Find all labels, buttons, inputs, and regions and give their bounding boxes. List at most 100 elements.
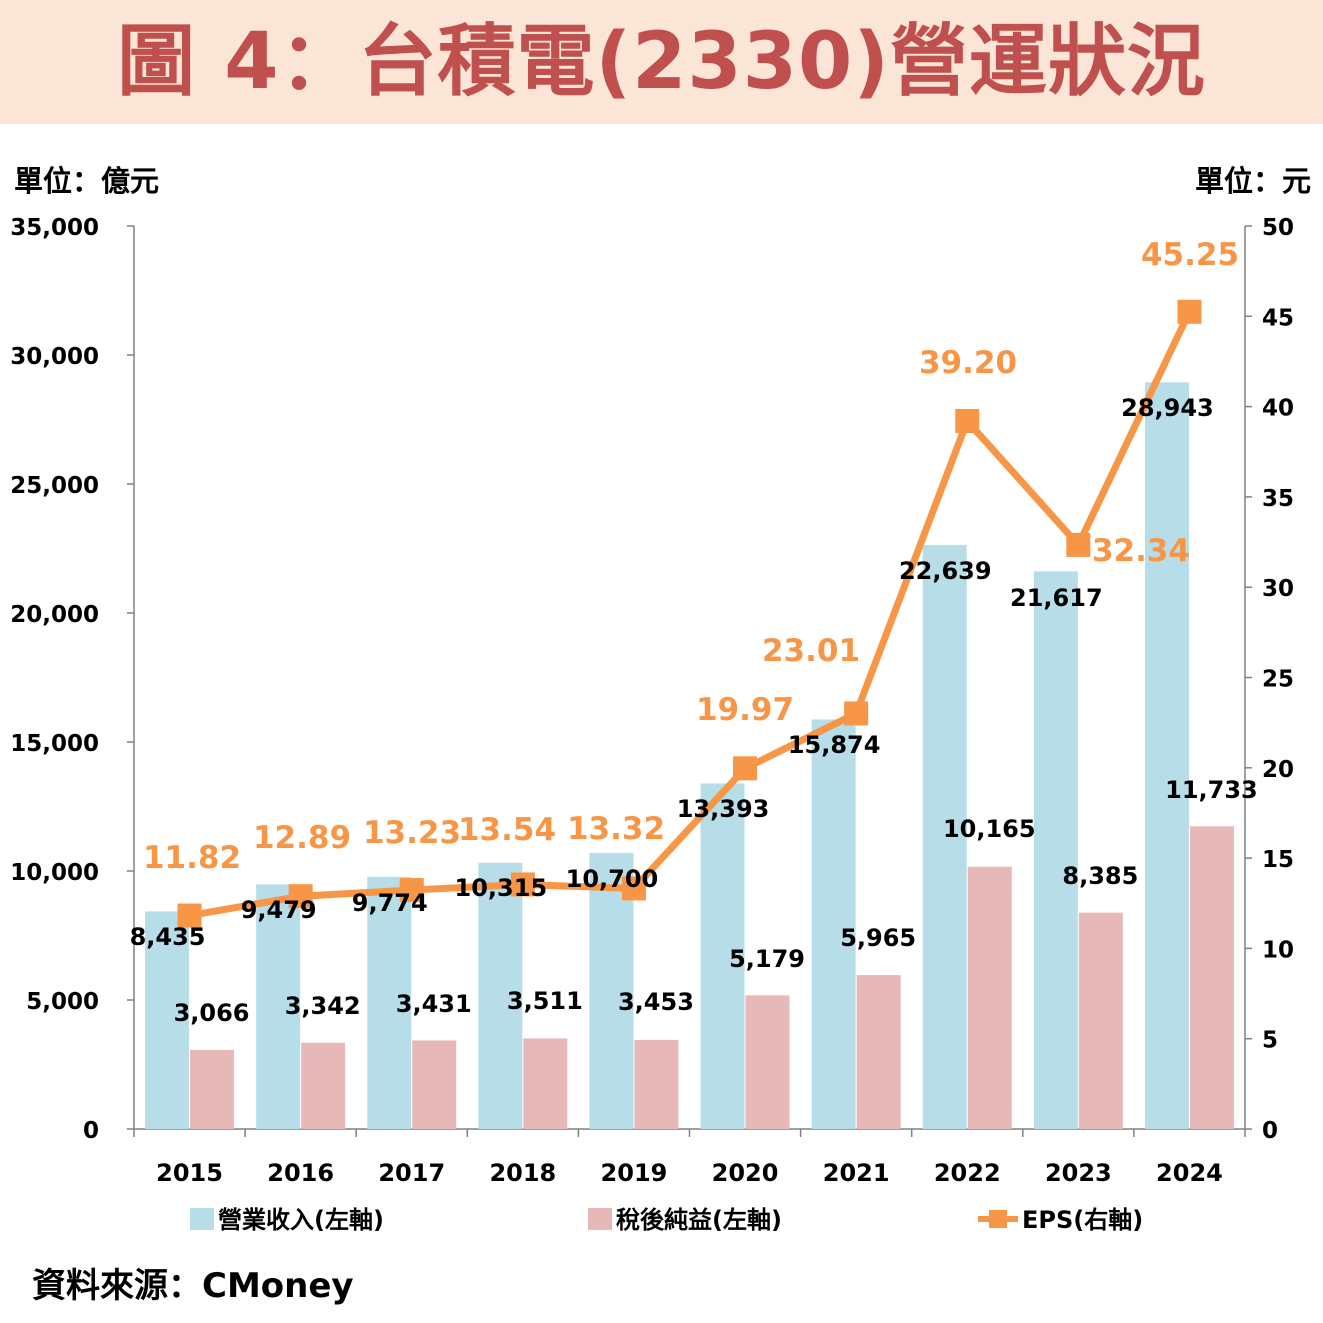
- net-income-data-label: 8,385: [1062, 862, 1138, 890]
- eps-data-label: 13.54: [458, 812, 556, 848]
- revenue-data-label: 8,435: [130, 923, 206, 951]
- x-tick-label: 2018: [489, 1159, 556, 1187]
- eps-marker: [399, 878, 424, 903]
- x-tick-label: 2023: [1045, 1159, 1112, 1187]
- net-income-bar: [856, 975, 901, 1129]
- right-tick-label: 30: [1262, 576, 1294, 602]
- net-income-bar: [523, 1038, 568, 1129]
- x-tick-label: 2015: [156, 1159, 223, 1187]
- left-tick-label: 0: [83, 1118, 99, 1144]
- eps-marker: [844, 701, 869, 726]
- eps-data-label: 23.01: [762, 633, 860, 669]
- right-tick-label: 45: [1262, 305, 1294, 331]
- eps-data-label: 19.97: [696, 692, 794, 728]
- eps-data-label: 45.25: [1141, 237, 1239, 273]
- eps-data-label: 39.20: [919, 345, 1017, 381]
- x-tick-label: 2024: [1156, 1159, 1223, 1187]
- legend-revenue-label: 營業收入(左軸): [218, 1206, 384, 1234]
- chart-svg: 0 5,000 10,000 15,000 20,000 25,000 30,000 35,0…: [10, 215, 1294, 1234]
- revenue-bar: [367, 876, 412, 1129]
- right-tick-label: 5: [1262, 1028, 1278, 1054]
- x-tick-label: 2016: [267, 1159, 334, 1187]
- eps-line: [188, 310, 1193, 919]
- legend-revenue-swatch: [190, 1208, 214, 1230]
- legend-net-income-label: 稅後純益(左軸): [616, 1206, 782, 1234]
- net-income-data-label: 5,965: [840, 924, 916, 952]
- right-tick-label: 20: [1262, 757, 1294, 783]
- right-tick-label: 50: [1262, 215, 1294, 241]
- net-income-data-label: 3,431: [396, 990, 472, 1018]
- x-tick-label: 2021: [823, 1159, 890, 1187]
- net-income-bar: [967, 866, 1012, 1129]
- left-tick-label: 10,000: [10, 860, 99, 886]
- net-income-bar: [301, 1042, 346, 1129]
- eps-data-label: 13.32: [567, 811, 665, 847]
- revenue-data-label: 9,774: [352, 889, 428, 917]
- eps-data-label: 11.82: [143, 840, 241, 876]
- eps-marker: [955, 409, 980, 434]
- eps-marker: [733, 756, 758, 781]
- revenue-bar: [811, 719, 856, 1129]
- right-tick-label: 15: [1262, 847, 1294, 873]
- x-tick-label: 2019: [601, 1159, 668, 1187]
- eps-marker: [177, 903, 202, 928]
- net-income-data-label: 10,165: [943, 815, 1036, 843]
- revenue-bar: [1033, 571, 1078, 1129]
- title-band: [0, 0, 1323, 124]
- eps-marker: [510, 872, 535, 897]
- net-income-bar: [1189, 826, 1234, 1129]
- revenue-data-label: 22,639: [899, 557, 992, 585]
- eps-marker: [288, 884, 313, 909]
- revenue-bar: [922, 544, 967, 1129]
- net-income-data-label: 5,179: [729, 945, 805, 973]
- revenue-data-label: 13,393: [677, 795, 770, 823]
- net-income-bar: [1078, 912, 1123, 1129]
- left-tick-label: 5,000: [26, 989, 99, 1015]
- net-income-bar: [634, 1039, 679, 1129]
- right-axis-unit: 單位：元: [1194, 164, 1311, 198]
- x-tick-label: 2020: [712, 1159, 779, 1187]
- right-tick-label: 40: [1262, 396, 1294, 422]
- net-income-data-label: 3,342: [285, 992, 361, 1020]
- revenue-data-label: 9,479: [241, 896, 317, 924]
- eps-data-label: 32.34: [1092, 533, 1190, 569]
- revenue-bar: [1144, 382, 1189, 1129]
- x-tick-label: 2017: [378, 1159, 445, 1187]
- net-income-bar: [745, 995, 790, 1129]
- legend-net-income-swatch: [588, 1208, 612, 1230]
- legend-eps-label: EPS(右軸): [1022, 1206, 1143, 1234]
- eps-marker: [1177, 299, 1202, 324]
- eps-marker: [621, 876, 646, 901]
- revenue-data-label: 10,315: [455, 874, 548, 902]
- net-income-bar: [412, 1040, 457, 1129]
- revenue-bar: [700, 783, 745, 1129]
- right-tick-label: 0: [1262, 1118, 1278, 1144]
- revenue-bar: [478, 862, 523, 1129]
- left-tick-label: 30,000: [10, 344, 99, 370]
- eps-marker: [1066, 532, 1091, 557]
- data-source: 資料來源：CMoney: [32, 1266, 354, 1306]
- eps-data-label: 12.89: [253, 820, 351, 856]
- left-tick-label: 25,000: [10, 473, 99, 499]
- net-income-data-label: 3,511: [507, 987, 583, 1015]
- left-tick-label: 35,000: [10, 215, 99, 241]
- right-tick-label: 25: [1262, 667, 1294, 693]
- revenue-bar: [145, 911, 190, 1129]
- net-income-data-label: 3,453: [618, 988, 694, 1016]
- right-tick-label: 35: [1262, 486, 1294, 512]
- right-tick-label: 10: [1262, 937, 1294, 963]
- revenue-data-label: 28,943: [1121, 394, 1214, 422]
- revenue-bar: [256, 884, 301, 1129]
- left-tick-label: 20,000: [10, 602, 99, 628]
- net-income-bar: [190, 1049, 235, 1129]
- net-income-data-label: 3,066: [174, 999, 250, 1027]
- x-tick-label: 2022: [934, 1159, 1001, 1187]
- left-tick-label: 15,000: [10, 731, 99, 757]
- left-axis-unit: 單位：億元: [14, 164, 160, 198]
- revenue-data-label: 21,617: [1010, 584, 1103, 612]
- revenue-data-label: 10,700: [566, 865, 659, 893]
- revenue-data-label: 15,874: [788, 731, 881, 759]
- chart-title: 圖 4：台積電(2330)營運狀況: [117, 17, 1206, 107]
- legend-eps-marker: [989, 1210, 1007, 1228]
- net-income-data-label: 11,733: [1165, 776, 1258, 804]
